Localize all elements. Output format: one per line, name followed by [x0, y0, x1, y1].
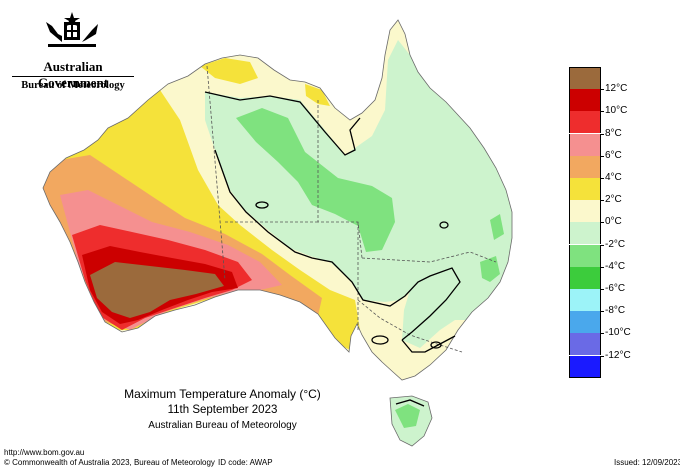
legend-swatch [569, 200, 601, 223]
border-nt-qld [317, 100, 363, 259]
legend-swatch [569, 355, 601, 378]
legend-label: 0°C [605, 216, 622, 228]
legend-tick [601, 111, 604, 113]
zone-warm-north [200, 58, 258, 84]
legend-label: -2°C [605, 238, 626, 250]
zone-cool-east-coast-2 [490, 214, 504, 240]
legend-label: 4°C [605, 172, 622, 183]
bureau-name: Bureau of Meteorology [21, 80, 125, 91]
legend-swatch [569, 178, 601, 200]
legend-tick [601, 311, 604, 313]
contour-north [204, 91, 361, 156]
zone-cool-east-coast [480, 256, 500, 282]
zone-cool-central-band [236, 108, 395, 252]
zone-warm-max [90, 262, 224, 318]
legend-tick [601, 244, 604, 246]
legend-tick [601, 266, 604, 268]
legend-swatch [569, 67, 601, 89]
legend-tick [601, 289, 604, 290]
legend-label: 10°C [605, 105, 628, 117]
legend-swatch [569, 244, 601, 267]
zone-warm-north-2 [305, 84, 330, 106]
contour-loop-1 [255, 201, 269, 209]
legend-swatch [569, 311, 601, 334]
map-source: Australian Bureau of Meteorology [148, 420, 297, 431]
legend-swatch [569, 111, 601, 134]
legend-label: 12°C [605, 83, 628, 95]
tasmania [389, 395, 433, 447]
legend-swatch [569, 133, 601, 156]
tasmania-cool-patch [395, 404, 420, 428]
legend-swatch [569, 222, 601, 245]
tasmania-contour [395, 399, 425, 407]
legend-swatch [569, 333, 601, 356]
legend-label: 2°C [605, 194, 622, 206]
legend-label: 8°C [605, 127, 622, 139]
legend-label: -12°C [605, 349, 631, 361]
legend-tick [601, 355, 604, 357]
state-borders [206, 65, 497, 353]
mainland [42, 19, 513, 381]
border-nsw-vic [357, 299, 463, 353]
legend-tick [601, 155, 604, 157]
coastline [42, 19, 513, 381]
legend-swatch [569, 89, 601, 112]
legend-tick [601, 333, 604, 335]
footer-issued: Issued: 12/09/2023 [614, 458, 680, 467]
border-wa [206, 65, 226, 281]
legend-label: -8°C [605, 305, 626, 317]
map-title: Maximum Temperature Anomaly (°C) [124, 387, 321, 401]
contour-central [214, 149, 461, 341]
contour-loop-2 [371, 335, 389, 345]
legend-label: -4°C [605, 260, 626, 272]
legend-swatch [569, 289, 601, 311]
logo-divider [12, 76, 134, 77]
legend-label: 6°C [605, 149, 622, 161]
legend-label: -6°C [605, 283, 626, 294]
legend-tick [601, 133, 604, 135]
map-date: 11th September 2023 [167, 404, 278, 416]
contour-se [401, 335, 456, 353]
legend-tick [601, 222, 604, 224]
footer-id-code: ID code: AWAP [218, 458, 273, 467]
government-name: Australian Government [37, 59, 109, 90]
footer-url[interactable]: http://www.bom.gov.au [4, 448, 85, 457]
color-legend: 12°C 10°C 8°C 6°C 4°C 2°C 0°C -2°C -4°C -6°C -8°C -… [569, 67, 659, 387]
zero-contours [204, 91, 461, 353]
contour-loop-3 [439, 221, 449, 229]
legend-label: -10°C [605, 327, 631, 339]
legend-tick [601, 178, 604, 179]
government-logo: Australian Government Bureau of Meteorol… [8, 12, 134, 97]
legend-swatch [569, 155, 601, 178]
contour-loop-4 [430, 341, 442, 349]
map-titles: Maximum Temperature Anomaly (°C) 11th Se… [110, 386, 335, 433]
legend-tick [601, 89, 604, 91]
legend-swatch [569, 266, 601, 289]
footer-copyright: © Commonwealth of Australia 2023, Bureau… [4, 458, 215, 467]
legend-tick [601, 200, 604, 202]
coat-of-arms-icon [46, 12, 98, 47]
